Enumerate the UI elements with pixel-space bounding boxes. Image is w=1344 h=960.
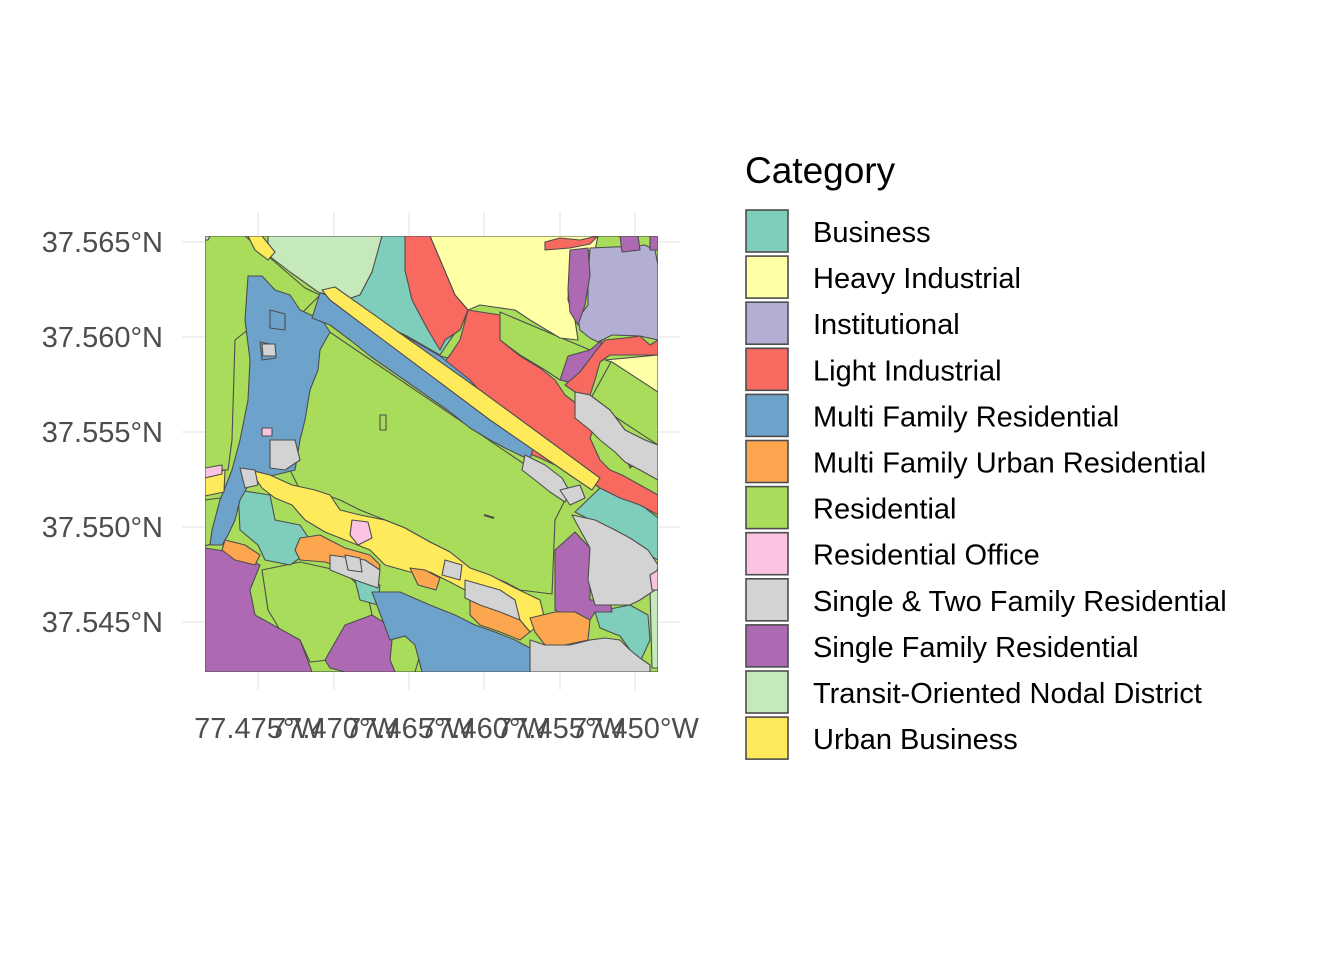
legend-key-residential — [745, 485, 789, 530]
longitude-axis: 77.475°W77.470°W77.465°W77.460°W77.455°W… — [194, 713, 699, 745]
parcel-single-and-two-family-residential — [269, 439, 301, 471]
parcel-light-industrial — [564, 335, 658, 396]
legend-label-business: Business — [813, 217, 931, 249]
parcel-residential-office — [349, 519, 373, 546]
parcel-residential-office — [205, 464, 223, 479]
parcel-residential — [379, 414, 387, 431]
parcel-single-and-two-family-residential — [529, 637, 651, 672]
x-tick-label: 77.475°W — [194, 713, 322, 745]
legend-key-residential-office — [745, 531, 789, 576]
map-panel — [205, 236, 658, 672]
parcel-urban-business — [247, 236, 276, 261]
latitude-axis: 37.565°N 37.560°N 37.555°N 37.550°N 37.545°N — [42, 227, 163, 639]
legend-label-multi-family-urban-residential: Multi Family Urban Residential — [813, 448, 1206, 480]
road-mark — [483, 514, 495, 519]
y-tick-label: 37.545°N — [42, 607, 163, 639]
x-tick-label: 77.455°W — [496, 713, 624, 745]
legend-label-transit-oriented-nodal-district: Transit-Oriented Nodal District — [813, 678, 1202, 710]
parcel-single-and-two-family-residential — [239, 467, 259, 489]
legend-key-transit-oriented-nodal-district — [745, 670, 789, 714]
parcel-single-and-two-family-residential — [464, 579, 521, 621]
parcel-residential-office — [261, 427, 273, 437]
y-tick-label: 37.555°N — [42, 417, 163, 449]
legend-key-multi-family-residential — [745, 393, 789, 438]
legend-label-residential-office: Residential Office — [813, 540, 1040, 572]
legend-key-single-and-two-family-residential — [745, 577, 789, 622]
legend-title: Category — [745, 150, 896, 191]
parcel-single-and-two-family-residential — [261, 343, 277, 357]
parcel-multi-family-urban-residential — [409, 567, 441, 591]
x-tick-label: 77.470°W — [270, 713, 398, 745]
legend-label-residential: Residential — [813, 494, 956, 526]
parcel-single-and-two-family-residential — [344, 554, 363, 573]
parcel-light-industrial — [404, 236, 469, 351]
parcel-multi-family-urban-residential — [221, 539, 261, 566]
y-tick-label: 37.565°N — [42, 227, 163, 259]
legend-key-urban-business — [745, 716, 789, 760]
legend-key-light-industrial — [745, 347, 789, 392]
parcel-single-and-two-family-residential — [559, 484, 586, 506]
legend-label-single-family-residential: Single Family Residential — [813, 632, 1139, 664]
parcel-institutional — [577, 244, 658, 343]
legend-label-heavy-industrial: Heavy Industrial — [813, 263, 1021, 295]
parcel-urban-business — [321, 286, 601, 491]
x-tick-label: 77.460°W — [420, 713, 548, 745]
parcel-single-and-two-family-residential — [571, 514, 658, 606]
x-tick-label: 77.465°W — [345, 713, 473, 745]
legend-key-institutional — [745, 301, 789, 346]
parcel-single-and-two-family-residential — [574, 391, 658, 481]
legend-label-institutional: Institutional — [813, 309, 960, 341]
parcel-multi-family-residential — [269, 309, 286, 331]
parcel-single-family-residential — [649, 236, 658, 251]
legend-label-light-industrial: Light Industrial — [813, 355, 1002, 387]
parcel-single-and-two-family-residential — [521, 454, 571, 503]
parcel-single-family-residential — [567, 247, 591, 326]
legend: Category Business Heavy Industrial Institu… — [745, 150, 1227, 760]
legend-label-urban-business: Urban Business — [813, 724, 1018, 756]
legend-key-heavy-industrial — [745, 255, 789, 299]
legend-label-multi-family-residential: Multi Family Residential — [813, 401, 1119, 433]
parcel-multi-family-residential — [371, 591, 531, 672]
parcel-residential-office — [649, 569, 658, 591]
y-tick-label: 37.550°N — [42, 512, 163, 544]
parcel-heavy-industrial — [604, 354, 658, 393]
legend-key-multi-family-urban-residential — [745, 439, 789, 484]
legend-key-business — [745, 209, 789, 253]
parcel-single-family-residential — [619, 236, 641, 253]
parcel-single-and-two-family-residential — [205, 236, 211, 241]
legend-label-single-and-two-family-residential: Single & Two Family Residential — [813, 586, 1227, 618]
parcel-single-family-residential — [324, 614, 396, 672]
legend-key-single-family-residential — [745, 624, 789, 668]
x-tick-label: 77.450°W — [571, 713, 699, 745]
parcel-light-industrial — [544, 236, 599, 251]
y-tick-label: 37.560°N — [42, 322, 163, 354]
parcel-transit-oriented-nodal-district — [649, 587, 658, 669]
parcel-single-and-two-family-residential — [441, 559, 463, 581]
